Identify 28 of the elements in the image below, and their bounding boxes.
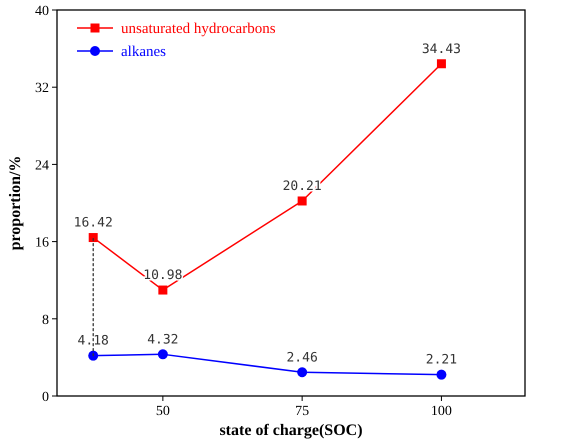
- point: [158, 349, 168, 360]
- data-label: 2.46: [286, 350, 318, 366]
- y-axis-title: proportion/%: [7, 156, 24, 250]
- x-axis-title: state of charge(SOC): [219, 422, 363, 439]
- legend-label: unsaturated hydrocarbons: [121, 21, 276, 37]
- point: [436, 59, 446, 68]
- point: [88, 350, 98, 361]
- x-tick-label: 50: [156, 404, 170, 419]
- x-tick-label: 75: [295, 404, 310, 419]
- y-tick-label: 0: [42, 390, 49, 405]
- point: [298, 196, 307, 206]
- legend-label: alkanes: [121, 44, 166, 60]
- data-label: 10.98: [143, 268, 182, 284]
- y-tick-label: 16: [35, 236, 49, 251]
- data-label: 16.42: [74, 216, 113, 231]
- data-label: 4.18: [78, 334, 109, 349]
- point: [158, 286, 168, 295]
- point: [88, 233, 98, 242]
- data-label: 4.32: [147, 332, 179, 348]
- point: [297, 367, 308, 378]
- data-label: 34.43: [422, 42, 461, 57]
- point: [436, 370, 446, 380]
- y-tick-label: 32: [35, 81, 49, 96]
- y-tick-label: 8: [42, 312, 49, 328]
- data-label: 2.21: [426, 352, 458, 368]
- y-tick-label: 40: [35, 4, 49, 19]
- x-tick-label: 100: [430, 404, 452, 419]
- y-tick-label: 24: [35, 158, 49, 174]
